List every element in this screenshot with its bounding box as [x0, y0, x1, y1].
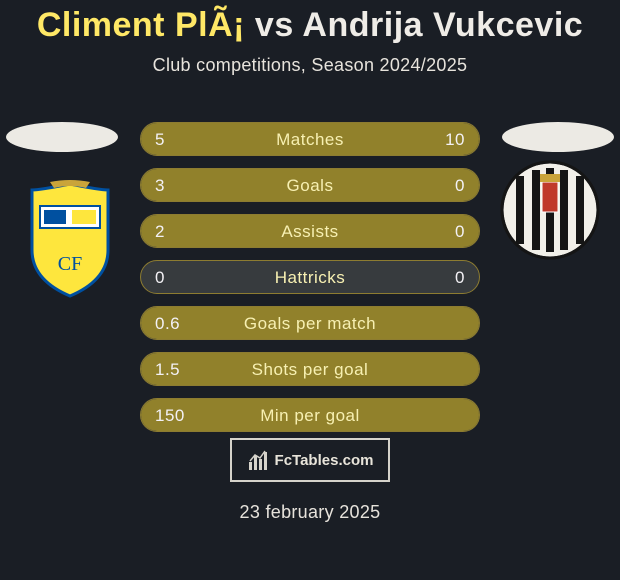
stat-row: 0.6 Goals per match	[140, 302, 480, 348]
svg-text:CF: CF	[58, 253, 82, 275]
brand-link[interactable]: FcTables.com	[230, 438, 390, 482]
stat-row: 3 Goals 0	[140, 164, 480, 210]
stat-pill: 5 Matches 10	[140, 122, 480, 156]
stat-pill: 1.5 Shots per goal	[140, 352, 480, 386]
player1-name: Climent PlÃ¡	[37, 6, 245, 44]
player1-oval-shadow	[6, 122, 118, 152]
stat-row: 150 Min per goal	[140, 394, 480, 440]
comparison-title: Climent PlÃ¡ vs Andrija Vukcevic	[0, 0, 620, 45]
stat-row: 1.5 Shots per goal	[140, 348, 480, 394]
stat-fill-left	[141, 399, 479, 431]
player2-club-badge	[500, 160, 600, 260]
stat-value-left: 0	[155, 261, 165, 294]
player1-club-badge: CF	[20, 180, 120, 300]
stat-fill-left	[141, 353, 479, 385]
stat-fill-left	[141, 307, 479, 339]
stat-fill-left	[141, 169, 479, 201]
stat-row: 2 Assists 0	[140, 210, 480, 256]
snapshot-date: 23 february 2025	[0, 502, 620, 523]
stat-label: Hattricks	[141, 261, 479, 294]
stat-fill-left	[141, 123, 253, 155]
vs-word: vs	[255, 6, 294, 44]
stat-value-right: 0	[455, 261, 465, 294]
brand-text: FcTables.com	[275, 452, 374, 469]
stat-row: 0 Hattricks 0	[140, 256, 480, 302]
bars-chart-icon	[247, 448, 271, 472]
stat-row: 5 Matches 10	[140, 118, 480, 164]
stat-fill-left	[141, 215, 479, 247]
stats-rows: 5 Matches 10 3 Goals 0 2 Assists 0	[140, 118, 480, 440]
stat-pill: 0 Hattricks 0	[140, 260, 480, 294]
stat-fill-right	[253, 123, 479, 155]
stat-pill: 2 Assists 0	[140, 214, 480, 248]
season-subtitle: Club competitions, Season 2024/2025	[0, 55, 620, 76]
stat-pill: 0.6 Goals per match	[140, 306, 480, 340]
player2-oval-shadow	[502, 122, 614, 152]
player2-name: Andrija Vukcevic	[302, 6, 583, 44]
stat-pill: 150 Min per goal	[140, 398, 480, 432]
stat-pill: 3 Goals 0	[140, 168, 480, 202]
